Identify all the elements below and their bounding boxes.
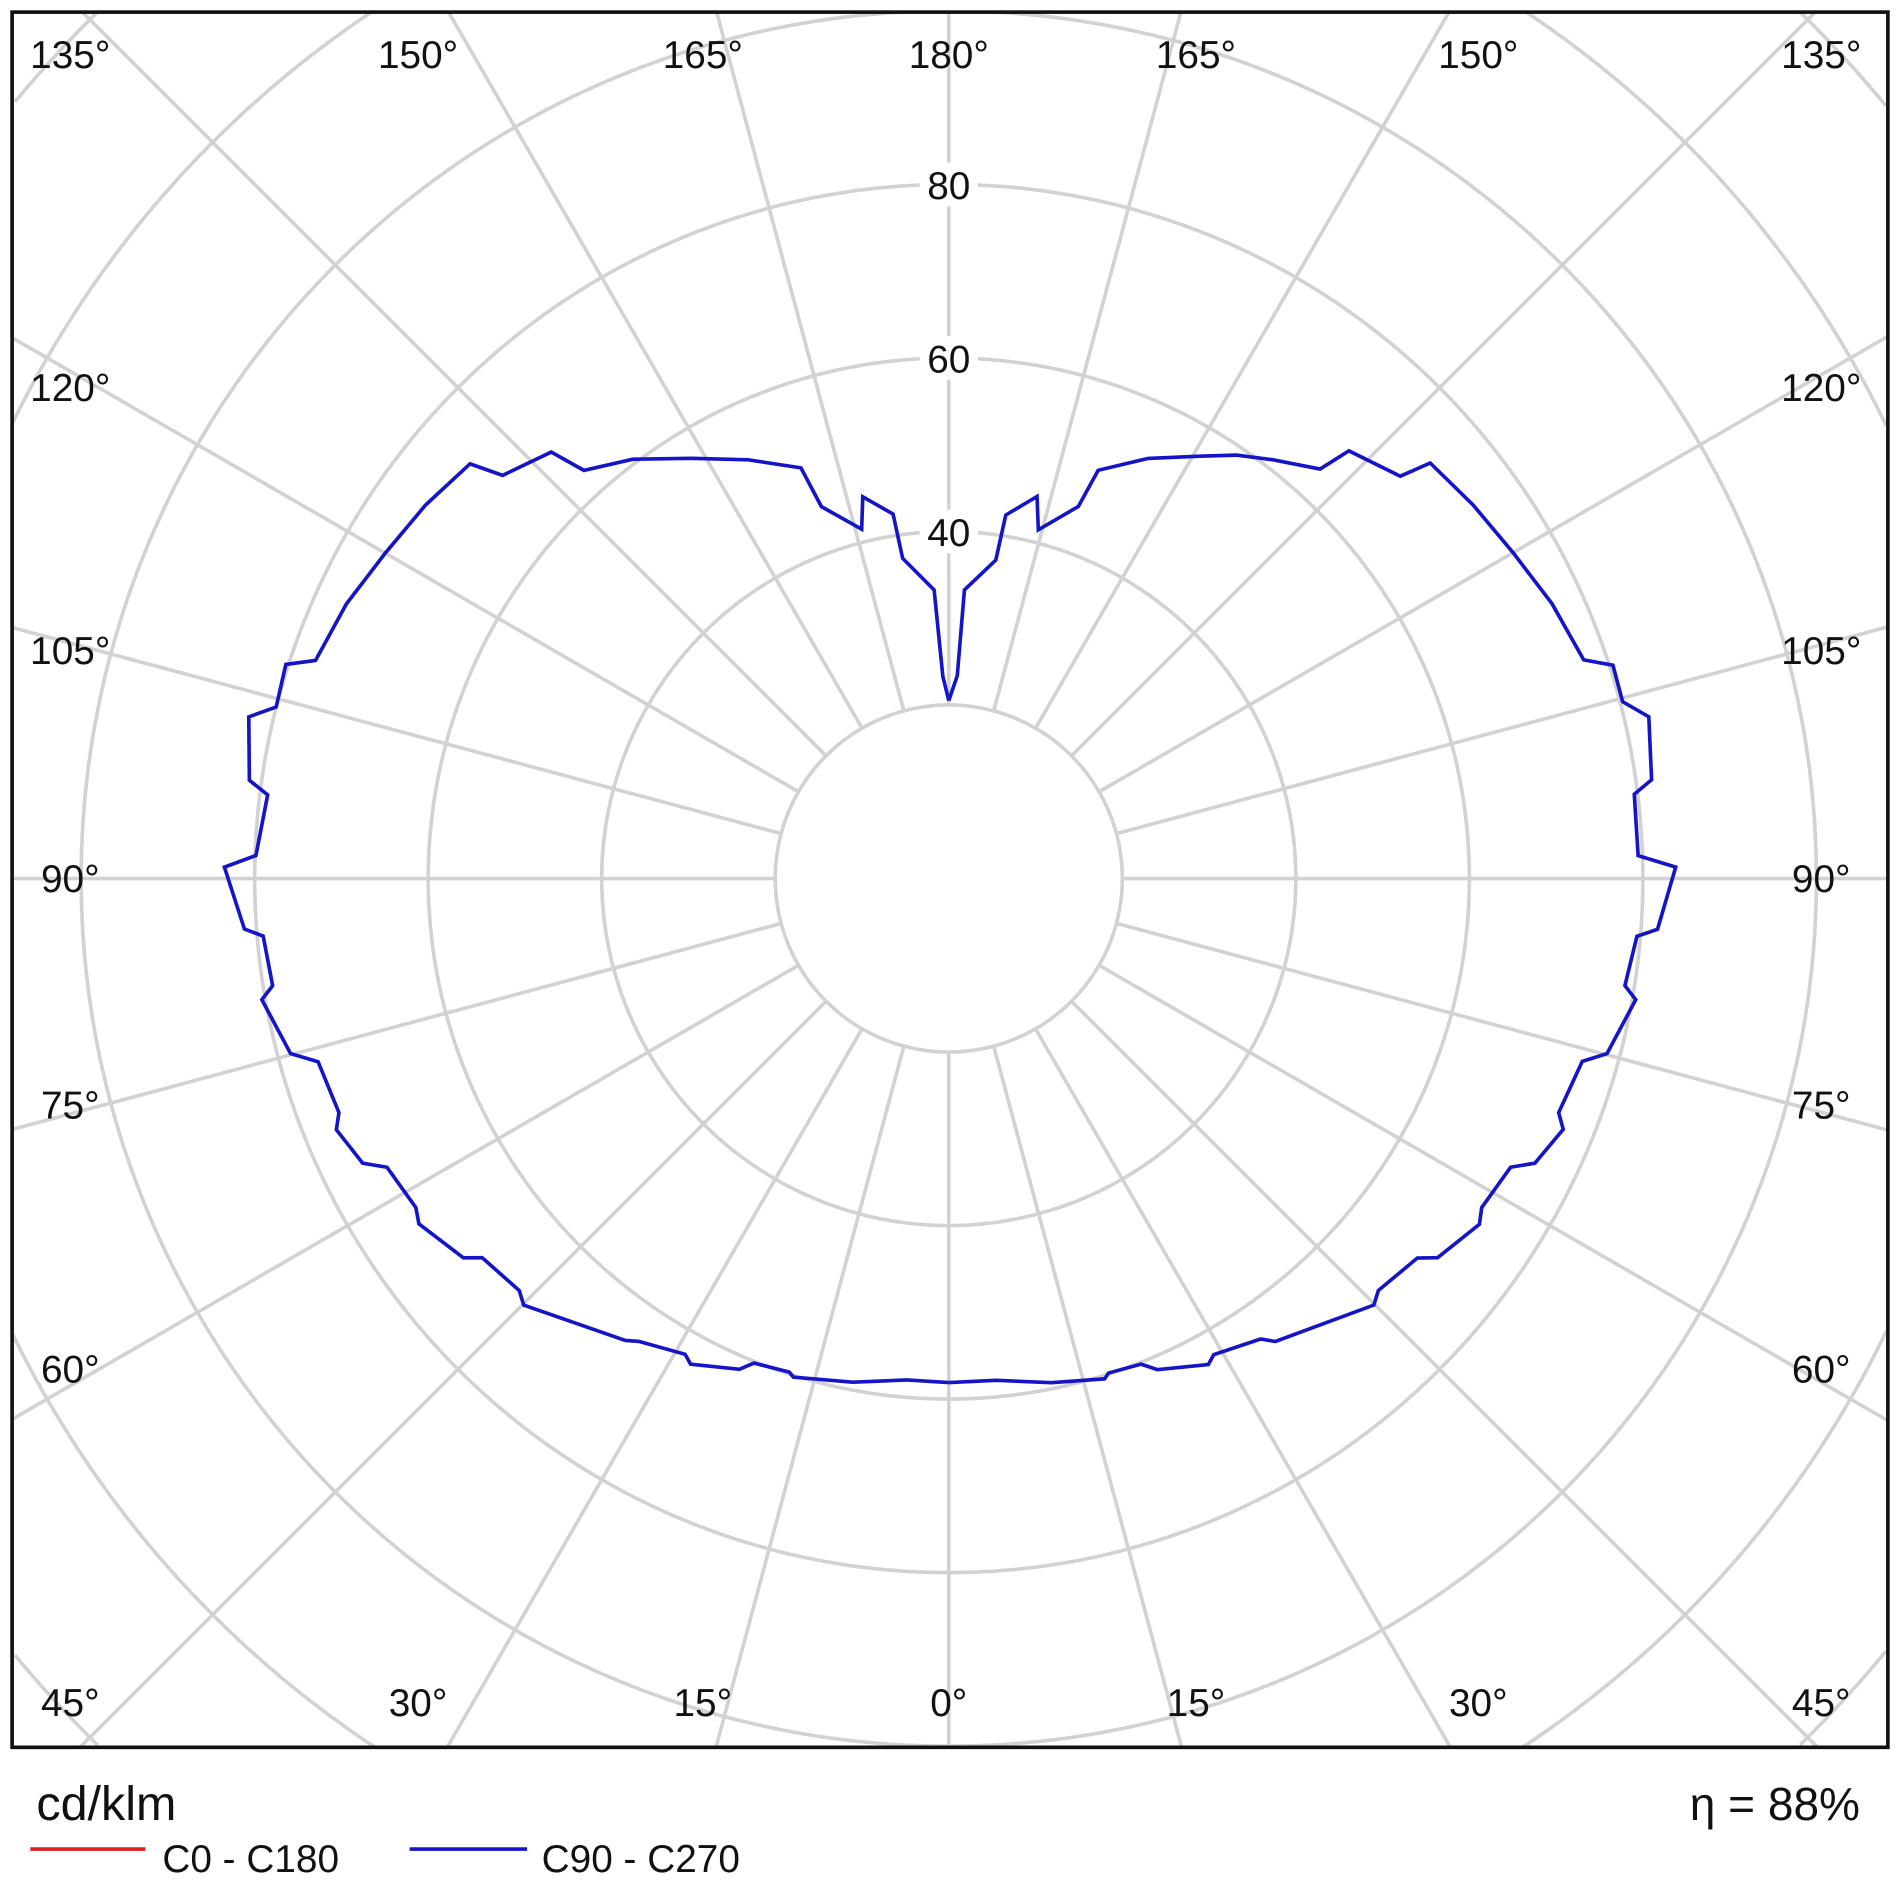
- angle-label-right-1: 105°: [1781, 630, 1861, 673]
- grid-spoke-15: [991, 1045, 1184, 1748]
- angle-label-bottom-0: 45°: [41, 1682, 100, 1725]
- grid-spoke-165: [991, 12, 1183, 712]
- polar-grid: [12, 12, 1888, 1748]
- grid-spoke-285: [12, 921, 782, 1132]
- angle-label-bottom-2: 15°: [673, 1682, 732, 1725]
- tick-label-bg: [919, 509, 978, 554]
- angle-labels: 135° 150° 165° 180° 165° 150° 135° 45° 30° 15° 0° 1…: [30, 34, 1861, 1725]
- angle-label-left-1: 105°: [30, 630, 110, 673]
- efficiency-label: η = 88%: [1690, 1778, 1860, 1830]
- angle-label-bottom-5: 30°: [1449, 1682, 1508, 1725]
- tick-label-bg: [919, 336, 978, 380]
- angle-label-right-3: 75°: [1792, 1084, 1851, 1127]
- series-line-c270: [222, 450, 951, 1385]
- grid-spoke-150: [1033, 12, 1451, 730]
- grid-spoke-240: [12, 336, 800, 794]
- tick-label-bg: [919, 162, 978, 207]
- angle-label-right-4: 60°: [1792, 1349, 1851, 1392]
- legend-label-c0-c180: C0 - C180: [162, 1838, 339, 1881]
- grid-spoke-45: [1070, 999, 1819, 1748]
- angle-label-top-5: 150°: [1438, 34, 1518, 77]
- legend-label-c90-c270: C90 - C270: [542, 1838, 740, 1881]
- grid-spoke-75: [1115, 921, 1888, 1132]
- radial-tick-label-60: 60: [927, 338, 970, 381]
- grid-spoke-135: [1070, 12, 1817, 758]
- angle-label-bottom-3: 0°: [930, 1682, 967, 1725]
- grid-spoke-315: [78, 999, 828, 1748]
- grid-spoke-120: [1098, 334, 1888, 794]
- angle-label-top-0: 135°: [30, 34, 110, 77]
- angle-label-bottom-4: 15°: [1167, 1682, 1226, 1725]
- angle-label-left-0: 120°: [30, 367, 110, 410]
- angle-label-top-6: 135°: [1781, 34, 1861, 77]
- grid-spoke-195: [714, 12, 906, 712]
- grid-spoke-30: [1033, 1027, 1452, 1748]
- grid-spoke-210: [447, 12, 864, 730]
- grid-spoke-345: [714, 1045, 906, 1748]
- angle-label-right-2: 90°: [1792, 858, 1851, 901]
- grid-spoke-330: [445, 1027, 864, 1748]
- angle-label-left-3: 75°: [41, 1084, 100, 1127]
- angle-label-top-4: 165°: [1156, 34, 1236, 77]
- radial-tick-label-80: 80: [927, 165, 970, 208]
- angle-label-left-2: 90°: [41, 858, 100, 901]
- grid-spoke-255: [12, 625, 782, 836]
- grid-ring-140: [13, 12, 1888, 1747]
- angle-label-left-4: 60°: [41, 1349, 100, 1392]
- angle-label-bottom-6: 45°: [1792, 1682, 1851, 1725]
- angle-label-right-0: 120°: [1781, 367, 1861, 410]
- legend: C0 - C180 C90 - C270: [30, 1838, 740, 1881]
- grid-ring-100: [79, 12, 1819, 1748]
- angle-label-top-3: 180°: [909, 34, 989, 77]
- unit-label: cd/klm: [36, 1777, 176, 1831]
- radial-tick-labels: 40 60 80: [919, 162, 978, 555]
- grid-ring-120: [12, 12, 1888, 1748]
- series-line-c90: [947, 448, 1678, 1385]
- plot-frame: [10, 10, 1890, 1750]
- angle-label-top-1: 150°: [378, 34, 458, 77]
- angle-label-bottom-1: 30°: [389, 1682, 448, 1725]
- series-layer: [222, 448, 1678, 1385]
- angle-label-top-2: 165°: [663, 34, 743, 77]
- grid-spoke-225: [81, 12, 828, 758]
- radial-tick-label-40: 40: [927, 512, 970, 555]
- grid-spoke-105: [1115, 625, 1888, 836]
